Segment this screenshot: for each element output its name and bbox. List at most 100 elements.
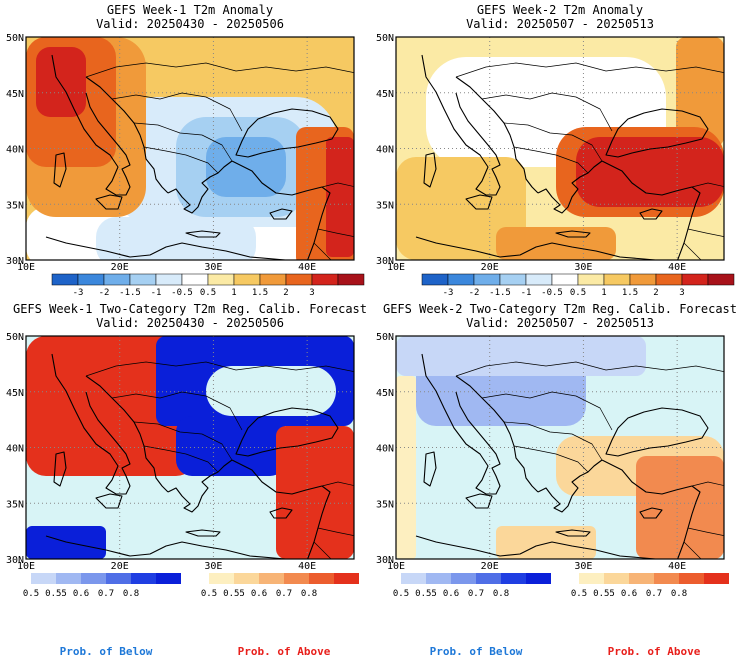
colorbar-label: 0.6 [73, 589, 89, 599]
colorbar-label: 0.7 [276, 589, 292, 599]
colorbar-label: 2 [653, 288, 658, 298]
x-tick-label: 20E [111, 561, 129, 572]
field-shading [326, 137, 354, 257]
prob-above-label: Prob. of Above [238, 645, 331, 658]
y-tick-label: 40N [376, 444, 394, 455]
x-tick-label: 30E [204, 561, 222, 572]
map-area [26, 37, 354, 260]
colorbar-label: 0.8 [671, 589, 687, 599]
colorbar-swatch [311, 273, 339, 286]
colorbar-label: 0.7 [646, 589, 662, 599]
colorbar-swatch [629, 573, 654, 584]
y-tick-label: 35N [376, 499, 394, 510]
colorbar-swatch [421, 273, 449, 286]
y-tick-label: 45N [6, 388, 24, 399]
panel-title: GEFS Week-2 T2m Anomaly [477, 3, 643, 17]
colorbar-label: 0.55 [593, 589, 615, 599]
colorbar-label: 0.8 [123, 589, 139, 599]
colorbar-label: 0.5 [570, 288, 586, 298]
colorbar-label: 0.8 [493, 589, 509, 599]
colorbar-label: 0.5 [200, 288, 216, 298]
y-tick-label: 50N [376, 332, 394, 343]
map-area [396, 336, 724, 559]
colorbar-label: -3 [73, 288, 84, 298]
colorbar-label: 2 [283, 288, 288, 298]
colorbar-swatch [56, 573, 81, 584]
colorbar-swatch [129, 273, 157, 286]
field-shading [576, 137, 724, 207]
colorbar-swatch [77, 273, 105, 286]
colorbar-label: 0.5 [201, 589, 217, 599]
colorbar-label: -1 [151, 288, 162, 298]
colorbar-swatch [451, 573, 476, 584]
x-tick-label: 10E [17, 561, 35, 572]
colorbar-swatch [285, 273, 313, 286]
y-tick-label: 50N [6, 33, 24, 44]
map-frame [25, 36, 355, 261]
panel-valid-date: Valid: 20250507 - 20250513 [466, 17, 654, 31]
x-tick-label: 10E [387, 262, 405, 273]
colorbar-label: 1.5 [252, 288, 268, 298]
panel-valid-date: Valid: 20250507 - 20250513 [466, 316, 654, 330]
colorbar-swatch [476, 573, 501, 584]
colorbar-label: 1 [601, 288, 606, 298]
colorbar-swatch [499, 273, 527, 286]
colorbar-label: -2 [469, 288, 480, 298]
panel-title: GEFS Week-2 Two-Category T2m Reg. Calib.… [383, 302, 737, 316]
field-shading [36, 47, 86, 117]
colorbar-swatch [525, 273, 553, 286]
colorbar-label: 3 [679, 288, 684, 298]
colorbar-swatch [526, 573, 551, 584]
colorbar-swatch [704, 573, 729, 584]
field-shading [26, 336, 196, 476]
colorbar-swatch [284, 573, 309, 584]
colorbar-label: -1.5 [119, 288, 141, 298]
anomaly-colorbar: -3 -2 -1.5 -1 -0.5 0.5 1 1.5 2 3 [51, 273, 365, 298]
y-tick-label: 30N [376, 256, 394, 267]
colorbar-label: -2 [99, 288, 110, 298]
map-panel-3: GEFS Week-1 Two-Category T2m Reg. Calib.… [6, 302, 367, 658]
prob-above-colorbar: 0.5 0.55 0.6 0.7 0.8 [571, 573, 729, 599]
colorbar-label: 0.55 [223, 589, 245, 599]
colorbar-swatch [401, 573, 426, 584]
colorbar-label: -1 [521, 288, 532, 298]
colorbar-label: 3 [309, 288, 314, 298]
colorbar-swatch [31, 573, 56, 584]
panel-valid-date: Valid: 20250430 - 20250506 [96, 316, 284, 330]
y-tick-label: 45N [6, 89, 24, 100]
y-tick-label: 30N [6, 555, 24, 566]
map-area [26, 336, 354, 559]
colorbar-swatch [629, 273, 657, 286]
colorbar-label: 0.5 [23, 589, 39, 599]
colorbar-swatch [681, 273, 709, 286]
x-tick-label: 20E [481, 561, 499, 572]
colorbar-label: 0.6 [621, 589, 637, 599]
colorbar-label: 0.7 [98, 589, 114, 599]
map-area [396, 37, 724, 260]
colorbar-swatch [259, 573, 284, 584]
field-shading [206, 366, 336, 416]
colorbar-label: 0.7 [468, 589, 484, 599]
y-tick-label: 45N [376, 89, 394, 100]
colorbar-swatch [103, 273, 131, 286]
colorbar-swatch [334, 573, 359, 584]
colorbar-swatch [679, 573, 704, 584]
field-shading [676, 37, 724, 147]
x-tick-label: 20E [111, 262, 129, 273]
x-tick-label: 30E [204, 262, 222, 273]
colorbar-label: 0.6 [251, 589, 267, 599]
colorbar-swatch [233, 273, 261, 286]
y-tick-label: 35N [6, 499, 24, 510]
prob-above-label: Prob. of Above [608, 645, 701, 658]
colorbar-swatch [655, 273, 683, 286]
colorbar-swatch [155, 273, 183, 286]
colorbar-label: -0.5 [171, 288, 193, 298]
prob-below-label: Prob. of Below [60, 645, 153, 658]
colorbar-label: 0.55 [415, 589, 437, 599]
field-shading [276, 426, 354, 559]
colorbar-label: -0.5 [541, 288, 563, 298]
colorbar-label: -3 [443, 288, 454, 298]
colorbar-swatch [604, 573, 629, 584]
x-tick-label: 30E [574, 561, 592, 572]
